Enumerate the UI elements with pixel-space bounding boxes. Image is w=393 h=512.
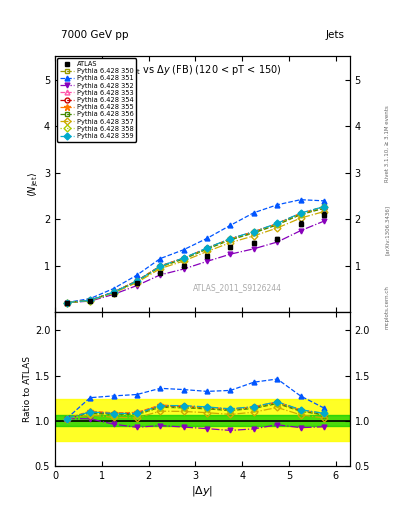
Text: mcplots.cern.ch: mcplots.cern.ch (385, 285, 389, 329)
Y-axis label: Ratio to ATLAS: Ratio to ATLAS (23, 356, 32, 422)
Text: Rivet 3.1.10, ≥ 3.1M events: Rivet 3.1.10, ≥ 3.1M events (385, 105, 389, 182)
Bar (55, 399, 350, 441)
Legend: ATLAS, Pythia 6.428 350, Pythia 6.428 351, Pythia 6.428 352, Pythia 6.428 353, P: ATLAS, Pythia 6.428 350, Pythia 6.428 35… (57, 58, 136, 142)
Text: ATLAS_2011_S9126244: ATLAS_2011_S9126244 (193, 283, 282, 292)
Text: [arXiv:1306.3436]: [arXiv:1306.3436] (385, 205, 389, 255)
Text: $N_\mathrm{jet}$ vs $\Delta y$ (FB) (120 < pT < 150): $N_\mathrm{jet}$ vs $\Delta y$ (FB) (120… (123, 64, 282, 78)
X-axis label: $|\Delta y|$: $|\Delta y|$ (191, 483, 213, 498)
Y-axis label: $\langle N_\mathrm{jet}\rangle$: $\langle N_\mathrm{jet}\rangle$ (27, 172, 41, 197)
Text: 7000 GeV pp: 7000 GeV pp (61, 30, 129, 40)
Text: Jets: Jets (326, 30, 345, 40)
Bar (55, 415, 350, 426)
